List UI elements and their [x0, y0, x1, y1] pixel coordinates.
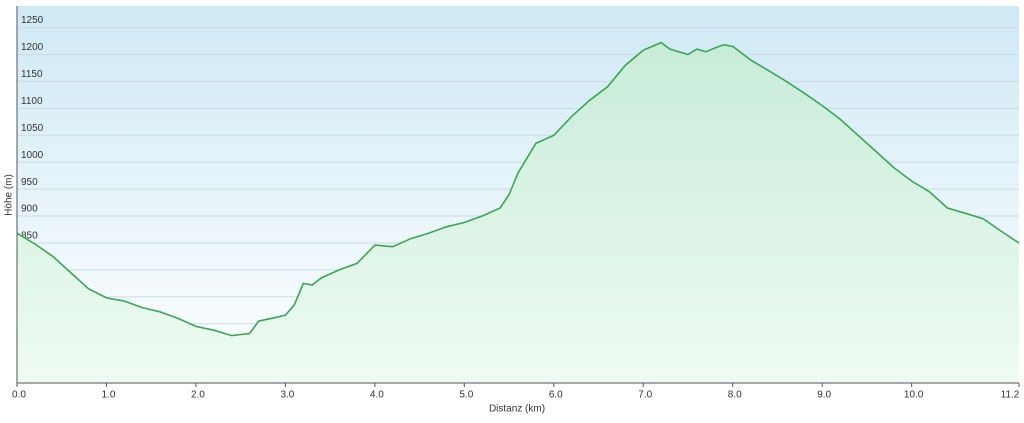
- x-tick-label: 11.2: [1001, 390, 1020, 401]
- x-tick-label: 1.0: [102, 390, 116, 401]
- y-tick-label: 1050: [21, 123, 44, 134]
- y-tick-label: 1250: [21, 15, 44, 26]
- x-axis-label: Distanz (km): [489, 404, 545, 415]
- y-tick-label: 950: [21, 177, 38, 188]
- x-tick-label: 9.0: [817, 390, 831, 401]
- x-tick-label: 2.0: [191, 390, 205, 401]
- y-tick-label: 850: [21, 231, 38, 242]
- x-tick-label: 6.0: [549, 390, 563, 401]
- y-tick-label: 1100: [21, 96, 43, 107]
- y-tick-label: 1000: [21, 150, 44, 161]
- x-tick-label: 5.0: [459, 390, 473, 401]
- area: [17, 42, 1019, 383]
- x-tick-label: 4.0: [370, 390, 384, 401]
- x-tick-label: 3.0: [280, 390, 294, 401]
- x-tick-label: 10.0: [904, 390, 924, 401]
- x-tick-label: 8.0: [728, 390, 742, 401]
- y-tick-label: 1150: [21, 69, 43, 80]
- y-axis-label: Höhe (m): [4, 174, 15, 216]
- line: [16, 41, 1020, 337]
- y-tick-label: 900: [21, 204, 38, 215]
- x-tick-label: 7.0: [638, 390, 652, 401]
- y-tick-label: 1200: [21, 42, 44, 53]
- x-tick-label: 0.0: [12, 390, 26, 401]
